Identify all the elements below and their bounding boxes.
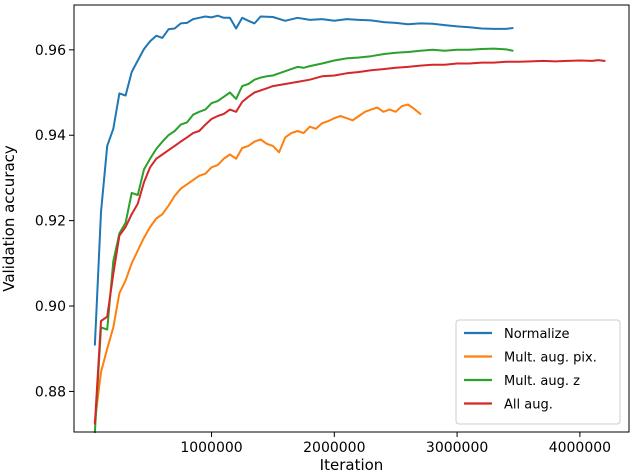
x-tick-label: 2000000 [303,440,365,456]
legend-entry-label: Mult. aug. pix. [504,351,597,366]
x-tick-label: 1000000 [180,440,242,456]
y-axis-label: Validation accuracy [0,145,18,292]
x-axis-label: Iteration [320,456,384,474]
series-line-1 [93,14,514,346]
legend-entry-label: Normalize [504,327,569,342]
series-line-4 [93,59,606,425]
plot-frame [73,4,630,433]
y-tick-label: 0.94 [35,128,66,144]
y-tick-label: 0.96 [35,43,66,59]
y-tick-label: 0.88 [35,384,66,400]
x-tick-label: 4000000 [549,440,611,456]
axes: 1000000 2000000 3000000 4000000 0.88 0.90 0.9… [0,4,630,474]
series-line-2 [93,103,422,423]
y-tick-label: 0.90 [35,299,66,315]
x-tick-label: 3000000 [426,440,488,456]
y-axis-ticks: 0.88 0.90 0.92 0.94 0.96 [35,43,74,400]
legend: Normalize Mult. aug. pix. Mult. aug. z All … [455,319,621,425]
x-axis-ticks: 1000000 2000000 3000000 4000000 [180,432,611,456]
y-tick-label: 0.92 [35,214,66,230]
series-lines [93,14,606,434]
series-line-3 [93,47,514,434]
legend-entry-label: Mult. aug. z [504,374,580,389]
legend-box [455,319,621,425]
legend-entry-label: All aug. [504,398,553,413]
